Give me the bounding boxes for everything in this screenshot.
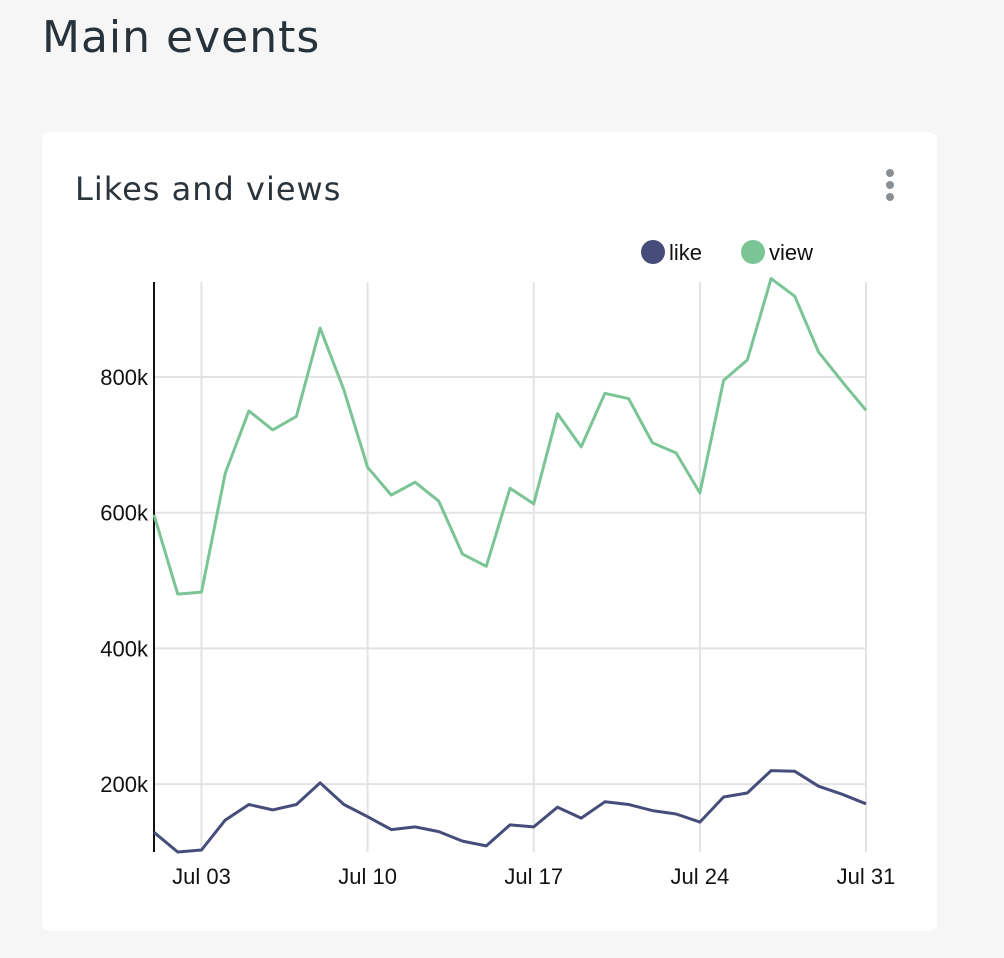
chart-legend: like view	[641, 240, 813, 265]
y-tick-label: 200k	[100, 772, 149, 797]
likes-views-chart: Jul 03 Jul 10 Jul 17 Jul 24 Jul 31 200k 400k 60…	[100, 240, 895, 889]
more-vertical-icon[interactable]	[878, 167, 902, 207]
page-title: Main events	[42, 12, 321, 63]
legend-label-view[interactable]: view	[769, 240, 813, 265]
axes: Jul 03 Jul 10 Jul 17 Jul 24 Jul 31 200k 400k 60…	[100, 282, 895, 889]
kebab-dot	[886, 169, 894, 177]
x-tick-label: Jul 31	[837, 864, 896, 889]
likes-views-card: Likes and views Jul 03 Jul 10 Jul 17 Jul 24…	[42, 132, 937, 931]
legend-label-like[interactable]: like	[669, 240, 702, 265]
card-title: Likes and views	[75, 170, 342, 208]
x-tick-label: Jul 10	[338, 864, 397, 889]
legend-marker-like[interactable]	[641, 240, 665, 264]
series-line-like	[153, 769, 867, 854]
grid-lines	[154, 282, 867, 852]
series-line-view	[152, 277, 868, 596]
kebab-dot	[886, 181, 894, 189]
x-tick-label: Jul 03	[172, 864, 231, 889]
x-tick-label: Jul 17	[504, 864, 563, 889]
y-tick-label: 600k	[100, 501, 149, 526]
kebab-dot	[886, 193, 894, 201]
legend-marker-view[interactable]	[741, 240, 765, 264]
y-tick-label: 400k	[100, 636, 149, 661]
series-lines	[152, 277, 868, 854]
y-tick-label: 800k	[100, 365, 149, 390]
x-tick-label: Jul 24	[671, 864, 730, 889]
